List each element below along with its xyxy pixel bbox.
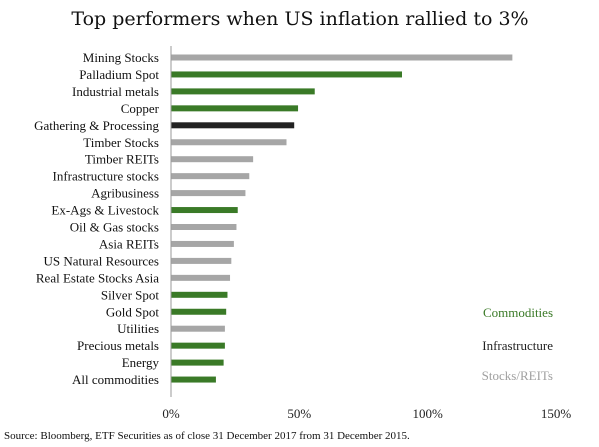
- bar-agribusiness: [171, 190, 246, 197]
- bars-layer: [171, 54, 513, 383]
- chart-title: Top performers when US inflation rallied…: [71, 8, 528, 30]
- category-label: US Natural Resources: [43, 253, 159, 268]
- x-tick-label: 150%: [541, 406, 572, 421]
- category-labels: Mining Stocks Palladium Spot Industrial me…: [34, 50, 160, 387]
- bar-real-estate-stocks-asia: [171, 274, 231, 281]
- category-label: Gathering & Processing: [34, 118, 159, 133]
- x-tick-label: 50%: [287, 406, 311, 421]
- category-label: Utilities: [117, 321, 159, 336]
- bar-infrastructure-stocks: [171, 173, 250, 180]
- bar-us-natural-resources: [171, 257, 232, 264]
- bar-precious-metals: [171, 342, 225, 349]
- category-label: Precious metals: [77, 338, 159, 353]
- bar-copper: [171, 105, 299, 112]
- category-label: Infrastructure stocks: [53, 169, 160, 184]
- legend: Commodities Infrastructure Stocks/REITs: [482, 305, 554, 383]
- category-label: All commodities: [72, 372, 159, 387]
- x-tick-label: 100%: [412, 406, 443, 421]
- category-label: Silver Spot: [101, 287, 160, 302]
- bar-mining-stocks: [171, 54, 513, 61]
- bar-timber-stocks: [171, 139, 287, 146]
- bar-gathering-processing: [171, 122, 295, 129]
- category-label: Agribusiness: [91, 186, 159, 201]
- bar-asia-reits: [171, 240, 234, 247]
- bar-all-commodities: [171, 376, 216, 383]
- category-label: Gold Spot: [106, 304, 159, 319]
- category-label: Mining Stocks: [83, 50, 159, 65]
- category-label: Timber REITs: [85, 152, 159, 167]
- category-label: Timber Stocks: [83, 135, 159, 150]
- category-label: Real Estate Stocks Asia: [36, 270, 159, 285]
- bar-energy: [171, 359, 224, 366]
- bar-industrial-metals: [171, 88, 315, 95]
- category-label: Oil & Gas stocks: [70, 220, 159, 235]
- legend-item-infrastructure: Infrastructure: [482, 338, 553, 353]
- bar-palladium-spot: [171, 71, 402, 78]
- category-label: Asia REITs: [99, 236, 159, 251]
- category-label: Copper: [121, 101, 160, 116]
- bar-oil-gas-stocks: [171, 224, 237, 230]
- bar-silver-spot: [171, 291, 228, 298]
- x-axis-ticks: 0% 50% 100% 150%: [162, 406, 571, 421]
- bar-ex-ags-livestock: [171, 207, 238, 214]
- category-label: Industrial metals: [72, 84, 159, 99]
- source-note: Source: Bloomberg, ETF Securities as of …: [4, 430, 410, 442]
- bar-gold-spot: [171, 308, 227, 315]
- legend-item-commodities: Commodities: [483, 305, 553, 320]
- category-label: Palladium Spot: [79, 67, 159, 82]
- legend-item-stocks-reits: Stocks/REITs: [482, 368, 553, 383]
- x-tick-label: 0%: [162, 406, 180, 421]
- category-label: Energy: [122, 355, 160, 370]
- bar-utilities: [171, 325, 225, 332]
- bar-timber-reits: [171, 156, 254, 163]
- category-label: Ex-Ags & Livestock: [51, 203, 159, 218]
